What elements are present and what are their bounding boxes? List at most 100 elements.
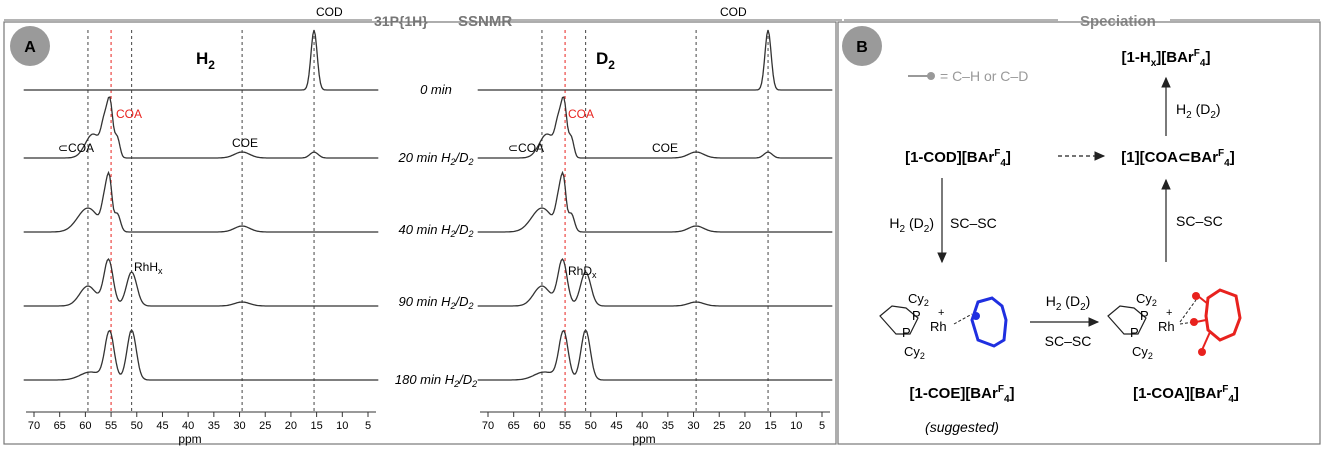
coa-h-dot-3	[1198, 348, 1206, 356]
legend-text: = C–H or C–D	[940, 68, 1028, 84]
time-label-40: 40 min H2/D2	[398, 222, 473, 239]
ppm-axis-left: 70 65 60 55 50 45 40 35 30 25 20 15 10 5	[26, 411, 376, 432]
structure-coe	[879, 305, 919, 335]
peak-label-subcoa-right: ⊂COA	[508, 141, 544, 155]
axis-tick-label: 25	[713, 420, 725, 432]
coe-ring	[970, 296, 1008, 348]
peak-label-rhdx: RhDx	[568, 264, 597, 280]
axis-tick-label: 15	[764, 420, 776, 432]
axis-tick-label: 20	[285, 420, 297, 432]
axis-tick-label: 55	[105, 420, 117, 432]
coa-p-top: P	[1140, 308, 1149, 323]
arrow-label-scsc-left: SC–SC	[950, 215, 997, 231]
species-coe: [1-COE][BArF4]	[909, 384, 1014, 405]
coe-h-dot	[972, 312, 980, 320]
peak-label-coe-left: COE	[232, 136, 258, 150]
spectrum-trace	[23, 328, 379, 381]
axis-tick-label: 55	[559, 420, 571, 432]
time-label-20: 20 min H2/D2	[397, 150, 473, 167]
time-label-90: 90 min H2/D2	[398, 294, 473, 311]
panel-a-badge-label: A	[24, 39, 36, 56]
panel-b-badge	[842, 26, 882, 66]
coe-plus: +	[938, 307, 944, 319]
arrow-label-h2d2-left: H2 (D2)	[889, 215, 934, 235]
axis-tick-label: 35	[662, 420, 674, 432]
axis-tick-label: 65	[508, 420, 520, 432]
col-label-h2: H2	[196, 49, 215, 72]
spectrum-trace	[23, 96, 379, 159]
axis-tick-label: 45	[610, 420, 622, 432]
axis-tick-label: 10	[336, 420, 348, 432]
time-label-180: 180 min H2/D2	[395, 372, 477, 389]
peak-label-coa-left: COA	[116, 107, 142, 121]
axis-tick-label: 30	[687, 420, 699, 432]
axis-unit-right: ppm	[632, 432, 655, 446]
axis-tick-label: 5	[819, 420, 825, 432]
coa-h-dot-2	[1190, 318, 1198, 326]
spectrum-trace	[477, 258, 833, 307]
panel-b-frame	[837, 21, 1321, 445]
coa-p-bottom: P	[1130, 325, 1139, 340]
axis-tick-label: 60	[79, 420, 91, 432]
ppm-axis-right: 70 65 60 55 50 45 40 35 30 25 20 15 10 5	[480, 411, 830, 432]
axis-tick-label: 50	[131, 420, 143, 432]
peak-label-cod-right: COD	[720, 5, 747, 19]
species-coa-inclusion: [1][COA⊂BArF4]	[1121, 148, 1234, 169]
arrow-label-scsc-right: SC–SC	[1176, 213, 1223, 229]
header-nucleus: 31P{1H}	[374, 13, 428, 29]
axis-tick-label: 40	[636, 420, 648, 432]
coe-rh: Rh	[930, 319, 947, 334]
arrow-label-scsc-bottom: SC–SC	[1045, 333, 1092, 349]
spectra-group	[23, 29, 833, 412]
axis-tick-label: 65	[54, 420, 66, 432]
peak-label-rhhx: RhHx	[134, 260, 163, 276]
time-label-0: 0 min	[420, 82, 452, 97]
spectrum-trace	[477, 328, 833, 381]
spectrum-trace	[23, 258, 379, 307]
coe-cy-top: Cy2	[908, 291, 929, 308]
axis-tick-label: 35	[208, 420, 220, 432]
coe-cy-bottom: Cy2	[904, 344, 925, 361]
spectrum-trace	[477, 96, 833, 159]
arrow-label-h2d2-top: H2 (D2)	[1176, 101, 1221, 121]
axis-tick-label: 45	[156, 420, 168, 432]
spectrum-trace	[477, 170, 833, 233]
coa-agostic-bond-1	[1179, 299, 1197, 323]
coa-ch-bond-3	[1201, 331, 1211, 351]
coa-cy-bottom: Cy2	[1132, 344, 1153, 361]
axis-tick-label: 70	[482, 420, 494, 432]
coa-h-dot-1	[1192, 292, 1200, 300]
peak-label-cod-left: COD	[316, 5, 343, 19]
axis-tick-label: 30	[233, 420, 245, 432]
axis-tick-label: 10	[790, 420, 802, 432]
peak-label-subcoa-left: ⊂COA	[58, 141, 94, 155]
axis-tick-label: 15	[310, 420, 322, 432]
coa-plus: +	[1166, 307, 1172, 319]
axis-unit-left: ppm	[178, 432, 201, 446]
col-label-d2: D2	[596, 49, 615, 72]
axis-tick-label: 20	[739, 420, 751, 432]
coe-agostic-bond	[953, 313, 973, 325]
suggested-note: (suggested)	[925, 419, 999, 435]
axis-tick-label: 50	[585, 420, 597, 432]
axis-tick-label: 5	[365, 420, 371, 432]
legend-dot-icon	[927, 72, 935, 80]
coe-p-top: P	[912, 308, 921, 323]
panel-a-frame	[3, 21, 837, 445]
structure-coa	[1107, 305, 1147, 335]
spectrum-trace	[23, 170, 379, 233]
spectrum-trace	[23, 29, 379, 91]
coa-ring	[1204, 288, 1242, 342]
coa-cy-top: Cy2	[1136, 291, 1157, 308]
panel-b-badge-label: B	[856, 39, 868, 56]
axis-tick-label: 25	[259, 420, 271, 432]
axis-tick-label: 60	[533, 420, 545, 432]
species-coa: [1-COA][BArF4]	[1133, 384, 1239, 405]
species-cod: [1-COD][BArF4]	[905, 148, 1011, 169]
coe-p-bottom: P	[902, 325, 911, 340]
axis-tick-label: 70	[28, 420, 40, 432]
coa-rh: Rh	[1158, 319, 1175, 334]
species-hx: [1-Hx][BArF4]	[1122, 48, 1211, 69]
peak-label-coa-right: COA	[568, 107, 594, 121]
